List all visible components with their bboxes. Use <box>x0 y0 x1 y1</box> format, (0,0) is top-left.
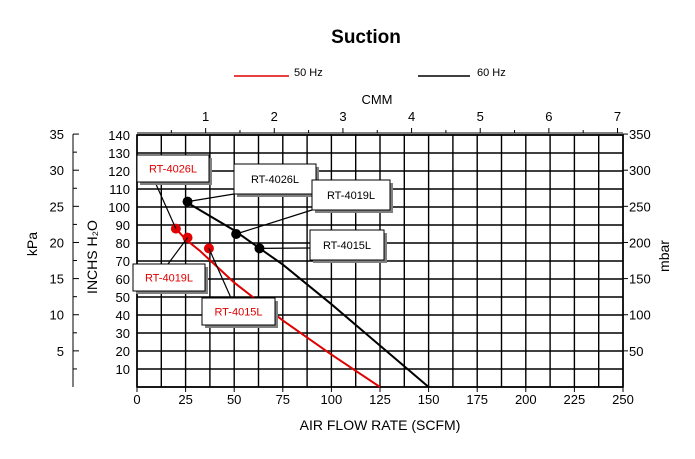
callout-label: RT-4019L <box>327 190 375 202</box>
series-line-60hz <box>185 200 430 388</box>
kpa-tick-label: 35 <box>50 127 64 142</box>
callout-leader <box>167 237 189 265</box>
x-tick-label: 150 <box>418 392 440 407</box>
chart-title: Suction <box>331 27 401 48</box>
y-inner-tick-label: 140 <box>108 128 130 143</box>
callout-box <box>201 297 276 326</box>
x-tick-label: 175 <box>466 392 488 407</box>
callout-label: RT-4026L <box>251 174 299 186</box>
x-axis-label: AIR FLOW RATE (SCFM) <box>300 417 461 433</box>
legend: 50 Hz 60 Hz <box>234 67 506 79</box>
top-tick-label: 5 <box>477 109 484 124</box>
x-tick-label: 200 <box>515 392 537 407</box>
y-inner-tick-label: 60 <box>116 272 130 287</box>
legend-label: 60 Hz <box>477 67 506 79</box>
kpa-tick-label: 15 <box>50 272 64 287</box>
x-tick-label: 125 <box>369 392 391 407</box>
mbar-axis-label: mbar <box>656 240 672 272</box>
callout-box <box>233 163 317 195</box>
callout-box <box>311 179 391 211</box>
y-inner-tick-label: 110 <box>109 182 130 197</box>
top-tick-label: 1 <box>202 109 209 124</box>
mbar-tick-label: 350 <box>629 127 651 142</box>
callout-box <box>136 154 210 183</box>
top-tick-label: 2 <box>271 109 278 124</box>
callout-label: RT-4019L <box>145 273 193 285</box>
legend-label: 50 Hz <box>294 67 323 79</box>
x-tick-label: 25 <box>178 392 192 407</box>
callout-box <box>132 263 206 292</box>
mbar-tick-label: 100 <box>629 308 651 323</box>
y-inner-axis-label: INCHS H₂O <box>84 220 100 294</box>
kpa-tick-label: 10 <box>50 308 64 323</box>
callout-leader <box>235 209 313 235</box>
x-tick-label: 100 <box>321 392 343 407</box>
x-tick-label: 225 <box>564 392 586 407</box>
mbar-tick-label: 300 <box>629 163 651 178</box>
mbar-tick-label: 50 <box>629 344 643 359</box>
kpa-tick-label: 30 <box>50 163 64 178</box>
callouts: RT-4026L RT-4019L RT-4015L RT-4026L RT-4019L… <box>132 154 393 328</box>
x-tick-label: 75 <box>276 392 290 407</box>
top-tick-label: 3 <box>339 109 346 124</box>
y-inner-tick-label: 20 <box>116 344 130 359</box>
mbar-tick-label: 150 <box>629 272 651 287</box>
callout-leader <box>154 181 177 229</box>
y-inner-tick-label: 100 <box>108 200 130 215</box>
y-inner-tick-label: 40 <box>116 308 130 323</box>
callout-box <box>309 229 385 261</box>
top-tick-label: 6 <box>545 109 552 124</box>
y-inner-tick-label: 80 <box>116 236 130 251</box>
top-tick-label: 7 <box>614 109 621 124</box>
callout-leader <box>208 248 232 299</box>
mbar-tick-label: 250 <box>629 199 651 214</box>
kpa-tick-label: 5 <box>57 344 64 359</box>
y-inner-tick-label: 130 <box>108 146 130 161</box>
top-tick-label: 4 <box>408 109 415 124</box>
y-inner-tick-label: 120 <box>108 164 130 179</box>
x-tick-label: 250 <box>612 392 634 407</box>
callout-label: RT-4026L <box>149 164 197 176</box>
callout-leader <box>187 193 235 203</box>
kpa-tick-label: 20 <box>50 235 64 250</box>
kpa-tick-label: 25 <box>50 199 64 214</box>
callout-label: RT-4015L <box>214 307 262 319</box>
callout-label: RT-4015L <box>323 240 371 252</box>
y-inner-tick-label: 10 <box>116 362 130 377</box>
mbar-tick-label: 200 <box>629 235 651 250</box>
y-inner-tick-label: 70 <box>116 254 130 269</box>
y-inner-tick-label: 90 <box>116 218 130 233</box>
y-inner-tick-label: 50 <box>116 290 130 305</box>
top-axis-label: CMM <box>361 92 392 107</box>
x-tick-label: 50 <box>227 392 241 407</box>
y-inner-tick-label: 30 <box>116 326 130 341</box>
kpa-axis-label: kPa <box>24 232 40 256</box>
x-tick-label: 0 <box>133 392 140 407</box>
